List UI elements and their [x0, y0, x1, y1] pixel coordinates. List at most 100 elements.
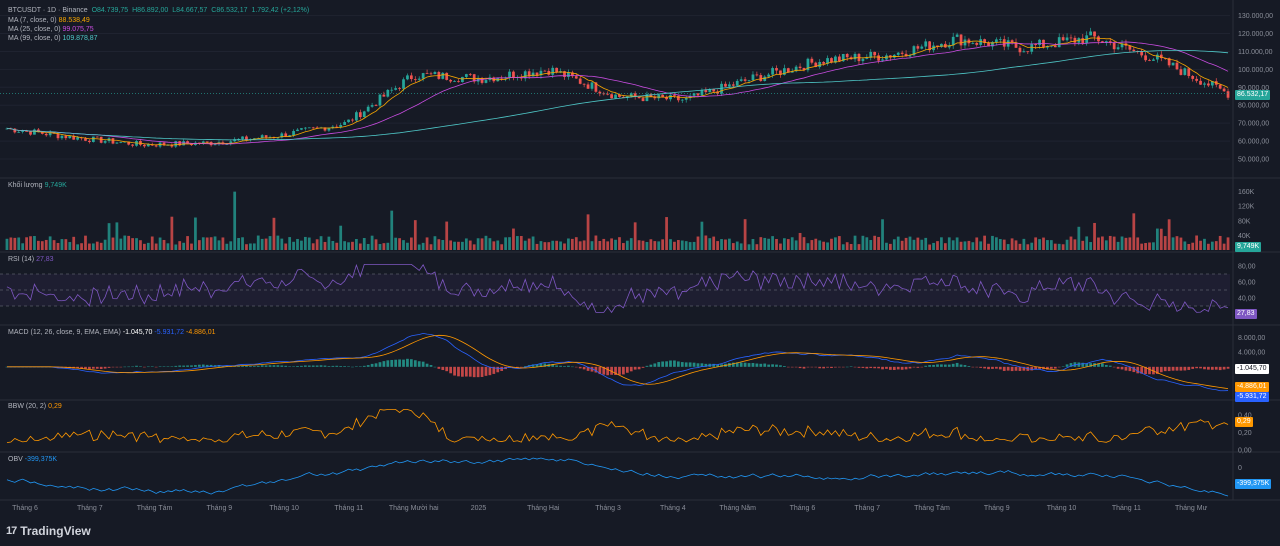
- macd-histogram-bar: [343, 366, 346, 367]
- time-tick-label: Tháng 3: [595, 505, 621, 512]
- candle-body: [288, 135, 292, 137]
- macd-histogram-bar: [370, 363, 374, 367]
- candle-body: [17, 131, 21, 133]
- volume-bar: [158, 237, 162, 250]
- macd-legend: MACD (12, 26, close, 9, EMA, EMA) -1.045,…: [8, 329, 218, 336]
- candle-body: [72, 135, 76, 140]
- candle-body: [853, 53, 857, 60]
- volume-bar: [688, 242, 692, 250]
- macd-histogram-bar: [209, 364, 213, 367]
- candle-body: [751, 74, 755, 81]
- macd-histogram-bar: [684, 362, 688, 367]
- macd-histogram-bar: [806, 366, 810, 368]
- volume-bar: [751, 239, 755, 250]
- volume-bar: [834, 237, 837, 250]
- volume-bar: [912, 239, 916, 250]
- candle-body: [115, 142, 119, 144]
- volume-bar: [390, 210, 394, 250]
- rsi-tag: 27,83: [1235, 309, 1257, 319]
- macd-line: [6, 332, 1229, 392]
- candle-body: [1128, 45, 1132, 50]
- candle-body: [826, 58, 829, 64]
- volume-bar: [1034, 237, 1038, 250]
- volume-bar: [1120, 236, 1124, 250]
- macd-histogram-bar: [877, 366, 880, 369]
- volume-bar: [818, 240, 822, 250]
- candle-body: [1057, 37, 1061, 48]
- candle-body: [814, 62, 818, 68]
- candle-body: [1002, 39, 1006, 47]
- volume-bar: [1101, 236, 1104, 250]
- volume-bar: [1152, 242, 1155, 250]
- candle-body: [594, 82, 598, 92]
- volume-bar: [194, 217, 197, 250]
- candle-body: [512, 71, 515, 78]
- macd-histogram-bar: [355, 366, 358, 367]
- candle-body: [535, 72, 539, 76]
- macd-histogram-bar: [1214, 366, 1218, 370]
- candle-body: [1171, 62, 1175, 66]
- tradingview-logo[interactable]: 17 TradingView: [6, 524, 91, 538]
- volume-bar: [95, 241, 99, 250]
- candle-body: [25, 131, 28, 132]
- macd-histogram-bar: [598, 366, 602, 375]
- macd-histogram-bar: [676, 361, 680, 367]
- candle-body: [1120, 43, 1124, 48]
- bbw-value: 0,29: [48, 403, 62, 410]
- volume-bar: [13, 237, 17, 250]
- macd-histogram-bar: [1167, 366, 1171, 372]
- volume-bar: [131, 238, 134, 250]
- macd-histogram-bar: [1018, 366, 1022, 371]
- macd-histogram-bar: [716, 364, 719, 367]
- volume-bar: [1057, 243, 1061, 250]
- macd-histogram-bar: [115, 366, 119, 368]
- volume-bar: [570, 238, 574, 250]
- candle-body: [598, 91, 602, 94]
- candle-body: [378, 94, 382, 106]
- candle-body: [1069, 37, 1073, 39]
- candle-body: [578, 78, 582, 84]
- macd-histogram-bar: [834, 366, 837, 368]
- macd-histogram-bar: [892, 366, 896, 371]
- candle-body: [806, 58, 810, 71]
- macd-histogram-bar: [818, 366, 822, 369]
- macd-histogram-bar: [1101, 363, 1104, 367]
- macd-histogram-bar: [398, 359, 401, 367]
- candle-body: [712, 89, 716, 92]
- candle-body: [484, 80, 488, 83]
- time-tick-label: Tháng 9: [207, 505, 233, 512]
- volume-bar: [523, 240, 527, 250]
- volume-bar: [225, 243, 229, 250]
- volume-bar: [1061, 244, 1065, 250]
- macd-histogram-bar: [622, 366, 625, 375]
- candle-body: [704, 90, 708, 93]
- macd-histogram-bar: [174, 365, 178, 367]
- candle-body: [417, 78, 421, 80]
- volume-bar: [370, 235, 374, 250]
- macd-histogram-bar: [1046, 366, 1049, 370]
- price-tick-label: 120.000,00: [1238, 31, 1273, 38]
- volume-bar: [1081, 240, 1085, 250]
- macd-histogram-bar: [205, 364, 209, 367]
- volume-bar: [186, 236, 189, 250]
- macd-histogram-bar: [464, 366, 468, 377]
- macd-histogram-bar: [390, 359, 394, 367]
- candle-body: [834, 56, 837, 63]
- volume-bar: [441, 240, 445, 250]
- volume-bar: [582, 240, 586, 250]
- volume-bar: [480, 238, 484, 250]
- candle-body: [355, 112, 358, 121]
- volume-bar: [676, 240, 680, 250]
- candle-body: [739, 79, 743, 81]
- macd-histogram-bar: [1034, 366, 1038, 370]
- candle-body: [303, 127, 307, 129]
- volume-bar: [1175, 236, 1179, 250]
- volume-tick-label: 80K: [1238, 218, 1251, 225]
- macd-histogram-bar: [339, 366, 343, 367]
- candle-body: [837, 56, 841, 62]
- time-tick-label: Tháng Tám: [137, 505, 173, 512]
- volume-bar: [810, 240, 814, 250]
- macd-histogram-bar: [1081, 362, 1085, 367]
- volume-bar: [429, 244, 433, 250]
